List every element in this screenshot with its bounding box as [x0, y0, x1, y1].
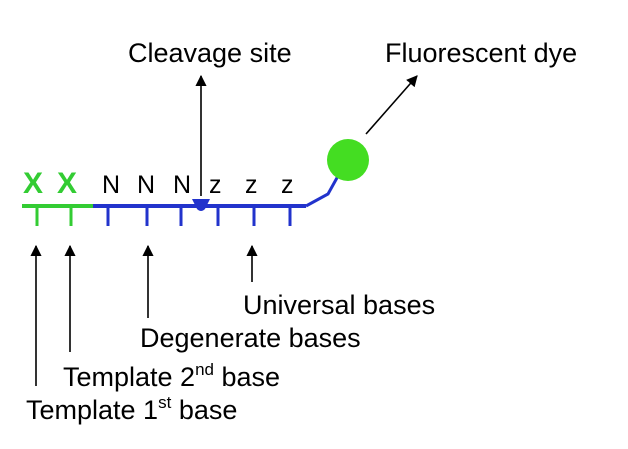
fluorescent-dye-arrow — [365, 75, 418, 135]
cleavage-site-marker — [192, 199, 210, 211]
degenerate-bases-label: Degenerate bases — [140, 323, 361, 353]
template-1st-base-label: Template 1st base — [26, 393, 237, 425]
degenerate-base-1: N — [102, 171, 120, 199]
cleavage-site-label: Cleavage site — [128, 38, 292, 68]
fluorescent-dye-label: Fluorescent dye — [385, 38, 577, 68]
fluorescent-dye-circle — [327, 139, 369, 181]
degenerate-base-3: N — [173, 171, 191, 199]
template-base-1: X — [23, 167, 43, 200]
universal-base-3: z — [281, 171, 294, 199]
universal-bases-label: Universal bases — [243, 290, 435, 320]
template-base-2: X — [57, 167, 77, 200]
universal-base-2: z — [245, 171, 258, 199]
degenerate-base-2: N — [137, 171, 155, 199]
dye-linker — [305, 175, 340, 208]
template-2nd-base-label: Template 2nd base — [63, 360, 280, 392]
universal-base-1: z — [209, 171, 222, 199]
